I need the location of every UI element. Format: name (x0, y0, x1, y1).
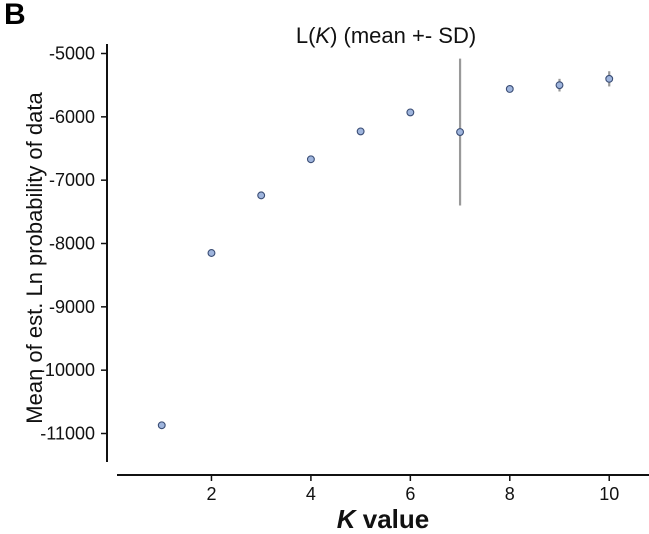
data-point (456, 128, 465, 136)
data-point (356, 127, 365, 136)
y-tick-label: -5000 (49, 44, 95, 64)
y-tick-label: -11000 (40, 424, 95, 444)
x-tick-label: 10 (599, 484, 619, 504)
y-tick-label: -10000 (39, 360, 95, 380)
y-ticks: -5000 -6000 -7000 -8000 -9000 -10000 -11000 (39, 44, 107, 444)
x-tick-label: 8 (505, 484, 515, 504)
error-bars (458, 58, 611, 206)
data-point (157, 421, 166, 430)
y-axis-label: Mean of est. Ln probability of data (22, 92, 47, 424)
chart-title: L(K) (mean +- SD) (296, 23, 476, 48)
data-point (605, 74, 614, 83)
x-tick-label: 2 (206, 484, 216, 504)
x-tick-label: 4 (306, 484, 316, 504)
data-points (157, 74, 614, 430)
data-point (505, 85, 514, 93)
panel-label: B (4, 0, 26, 31)
y-tick-label: -8000 (49, 234, 95, 254)
x-ticks: 2 4 6 8 10 (206, 475, 619, 504)
data-point (306, 155, 315, 164)
y-tick-label: -7000 (49, 170, 95, 190)
data-point (555, 81, 564, 90)
x-tick-label: 6 (405, 484, 415, 504)
y-tick-label: -6000 (49, 107, 95, 127)
data-point (257, 191, 266, 200)
data-point (406, 108, 415, 117)
x-axis-label: K value (337, 504, 430, 534)
data-point (207, 249, 216, 257)
y-tick-label: -9000 (49, 297, 95, 317)
